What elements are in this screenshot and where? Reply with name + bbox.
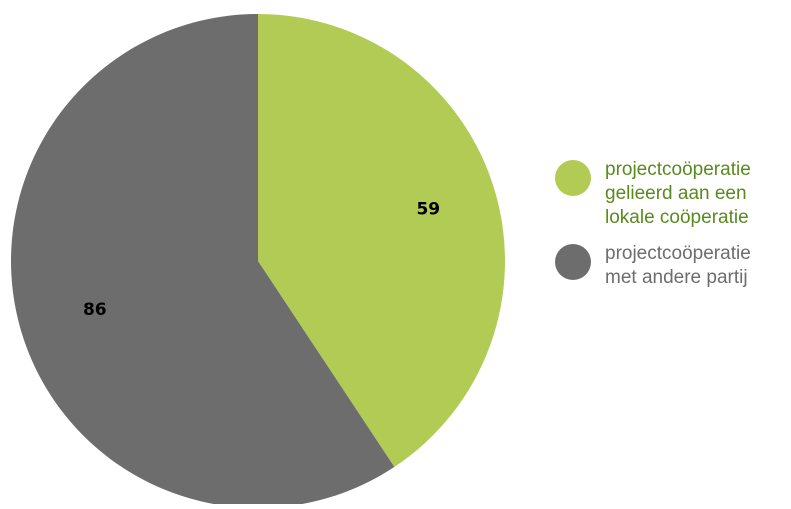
legend-item-andere-partij: projectcoöperatie met andere partij	[555, 242, 785, 290]
legend-swatch-grey	[555, 244, 591, 280]
pie-slice-1	[258, 14, 506, 467]
chart-legend: projectcoöperatie gelieerd aan een lokal…	[555, 158, 785, 302]
legend-swatch-green	[555, 160, 591, 196]
pie-slices	[11, 14, 506, 509]
legend-label-lokale-cooperatie: projectcoöperatie gelieerd aan een lokal…	[605, 159, 751, 228]
pie-value-labels: 59 86	[83, 200, 440, 320]
pie-value-label-1: 59	[416, 200, 440, 220]
legend-item-lokale-cooperatie: projectcoöperatie gelieerd aan een lokal…	[555, 158, 785, 230]
pie-slice-2	[11, 14, 395, 509]
legend-label-andere-partij: projectcoöperatie met andere partij	[605, 243, 751, 288]
pie-value-label-2: 86	[83, 300, 107, 320]
